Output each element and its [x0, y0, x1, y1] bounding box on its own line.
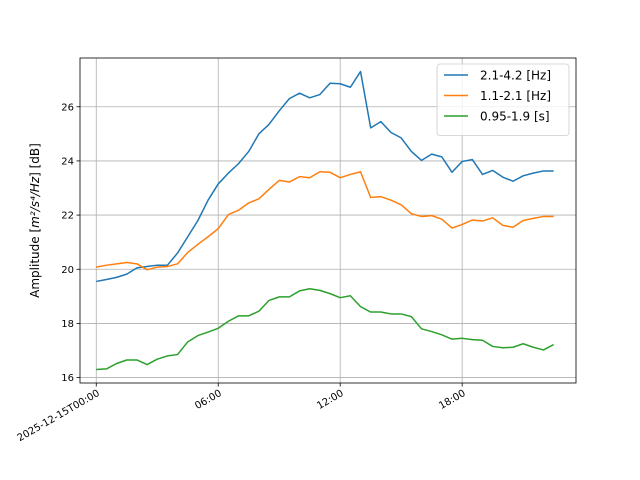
y-axis-label-prefix: Amplitude [ — [28, 228, 42, 298]
y-tick-label: 20 — [61, 265, 74, 276]
y-tick-label: 18 — [61, 319, 74, 330]
legend-entry: 2.1-4.2 [Hz] — [480, 69, 551, 83]
y-tick-label: 22 — [61, 211, 74, 222]
series-layer — [96, 70, 554, 371]
y-axis: 16 18 20 22 24 26 — [61, 102, 80, 384]
y-tick-label: 16 — [61, 373, 74, 384]
y-axis-label-suffix: ] [dB] — [28, 143, 42, 177]
legend-box — [436, 63, 570, 136]
y-axis-label-math: m²/s⁴/Hz — [28, 176, 42, 228]
series-line-1 — [96, 70, 554, 283]
legend-entry: 0.95-1.9 [s] — [480, 110, 550, 124]
series-line-3 — [96, 288, 554, 371]
plot-frame — [79, 57, 577, 384]
legend: 2.1-4.2 [Hz] 1.1-2.1 [Hz] 0.95-1.9 [s] — [436, 63, 570, 136]
y-tick-label: 24 — [61, 156, 74, 167]
y-axis-label: Amplitude [m²/s⁴/Hz] [dB] — [28, 143, 42, 298]
series-line-2 — [96, 171, 554, 271]
y-tick-label: 26 — [61, 102, 74, 113]
legend-entry: 1.1-2.1 [Hz] — [480, 89, 551, 103]
